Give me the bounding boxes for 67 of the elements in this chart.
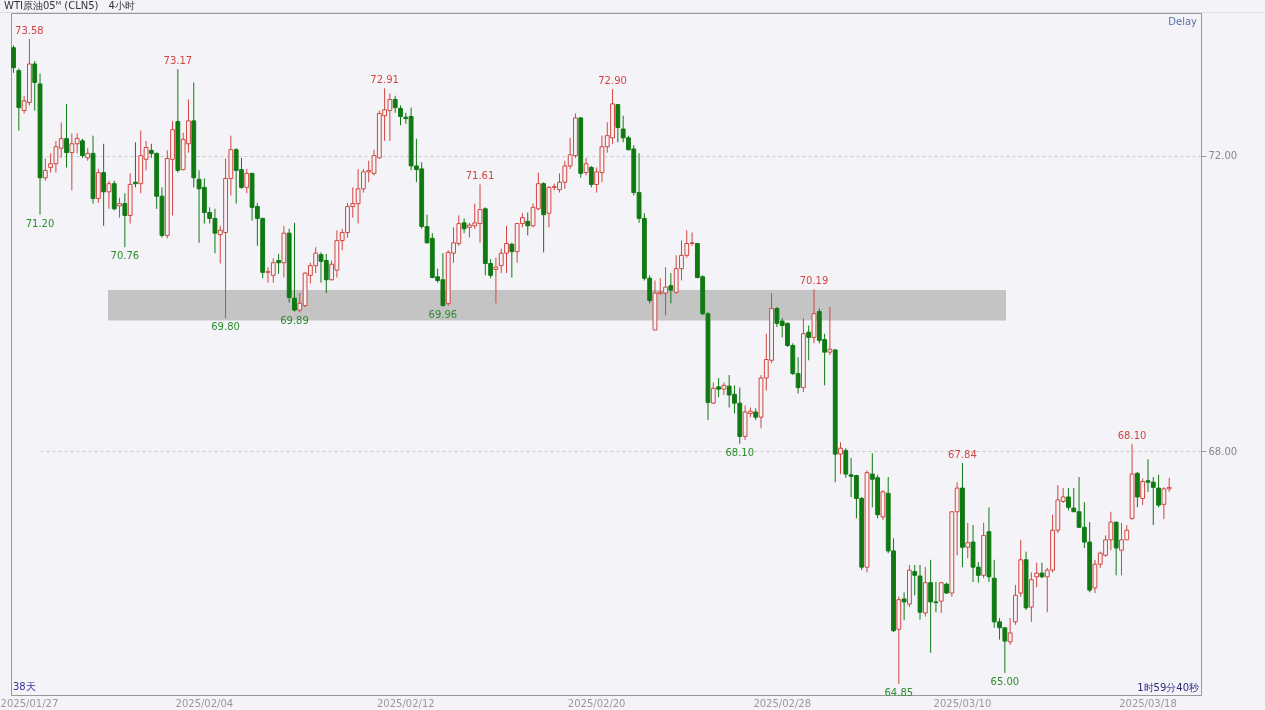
candlestick (32, 60, 38, 112)
candlestick (838, 441, 843, 475)
candlestick (493, 257, 499, 304)
candlestick (806, 325, 812, 361)
x-tick-label: 2025/02/04 (175, 697, 234, 709)
annotation: 73.17 (163, 55, 193, 67)
candlestick (101, 143, 107, 227)
annotation: 72.90 (598, 75, 627, 87)
candlestick (244, 168, 250, 194)
candlestick (965, 522, 971, 559)
candlestick (1034, 562, 1040, 588)
candlestick (461, 217, 467, 234)
candlestick (276, 253, 281, 275)
annotation: Delay (1168, 16, 1198, 27)
candlestick (117, 197, 122, 219)
candlestick (901, 591, 907, 621)
candlestick (928, 559, 934, 654)
annotation: 70.76 (110, 250, 140, 262)
candlestick (525, 212, 531, 236)
annotation: 1时59分40秒 (1137, 682, 1199, 693)
x-tick-label: 2025/02/12 (376, 697, 435, 709)
candlestick (64, 103, 69, 168)
annotation: 65.00 (990, 675, 1020, 687)
annotation: 69.96 (428, 309, 458, 321)
candlestick (80, 138, 85, 159)
chart-subtitle: 4小时 (108, 0, 135, 11)
annotation: 69.89 (280, 314, 309, 326)
candlestick (615, 103, 621, 143)
candlestick (398, 104, 403, 126)
candlestick (588, 165, 594, 188)
candlestick (1039, 562, 1045, 579)
annotation: 67.84 (948, 448, 977, 460)
candlestick (721, 381, 727, 396)
x-tick-label: 2025/03/10 (933, 697, 992, 709)
annotation: 72.91 (370, 74, 399, 86)
chart-title: WTI原油05ᴹ (CLN5) (4, 0, 99, 11)
annotation: 70.19 (799, 275, 829, 287)
candlestick (42, 158, 48, 182)
candlestick (827, 306, 833, 356)
candlestick (716, 377, 721, 398)
candlestick (668, 272, 674, 304)
candlestick (122, 192, 128, 248)
annotation: 38天 (13, 681, 36, 692)
annotation: 68.10 (725, 446, 755, 458)
candlestick (11, 45, 16, 74)
candlestick (133, 141, 138, 188)
candlestick (1140, 478, 1146, 506)
y-tick-label: 72.00 (1208, 150, 1238, 162)
candlestick (1134, 471, 1140, 508)
candlestick (1007, 617, 1013, 646)
y-tick-label: 68.00 (1208, 445, 1238, 457)
x-tick-label: 2025/01/27 (0, 697, 59, 709)
annotation: 68.10 (1117, 429, 1147, 441)
x-tick-label: 2025/02/20 (567, 697, 626, 709)
candlestick (811, 288, 817, 344)
annotation: 71.61 (465, 170, 495, 182)
candlestick (938, 581, 944, 614)
annotation: 73.58 (15, 24, 44, 36)
candlestick (509, 242, 515, 279)
x-tick-label: 2025/03/18 (1119, 697, 1177, 709)
annotation: 71.20 (25, 217, 55, 229)
candlestick (106, 180, 112, 210)
annotation: 64.85 (884, 686, 914, 698)
candlestick (292, 222, 297, 313)
annotation: 69.80 (211, 321, 240, 333)
x-tick-label: 2025/02/28 (753, 697, 812, 709)
candlestick (710, 381, 716, 405)
